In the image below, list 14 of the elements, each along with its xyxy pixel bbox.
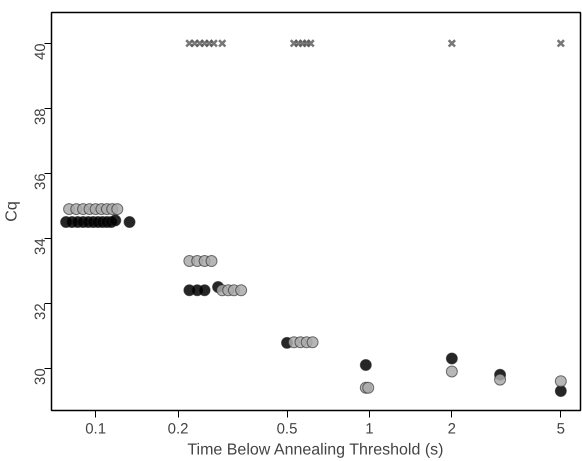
y-tick-label: 34	[32, 238, 49, 255]
y-tick-label: 30	[32, 368, 49, 385]
y-tick-label: 38	[32, 108, 49, 126]
x-tick-label: 0.5	[276, 420, 298, 438]
x-tick-label: 2	[448, 420, 456, 438]
y-tick-label: 40	[32, 43, 49, 60]
x-axis-title: Time Below Annealing Threshold (s)	[187, 442, 444, 458]
y-axis-title: Cq	[4, 201, 20, 222]
y-tick-label: 36	[32, 173, 49, 190]
y-tick-label: 32	[32, 303, 49, 320]
x-tick-label: 0.1	[85, 420, 106, 438]
x-tick-label: 5	[556, 420, 565, 438]
x-tick-label: 1	[365, 420, 374, 438]
x-tick-label: 0.2	[168, 420, 188, 438]
